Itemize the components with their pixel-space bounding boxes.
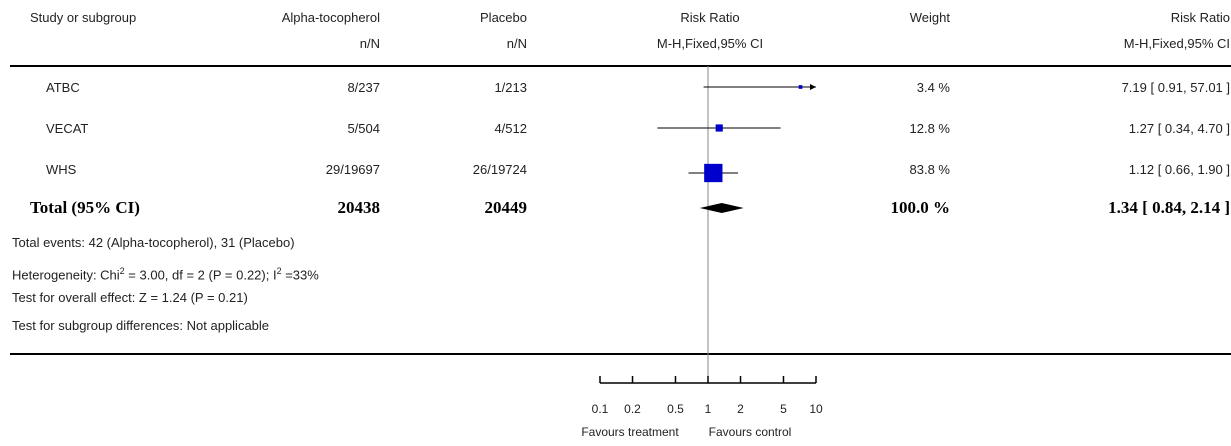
pooled-diamond	[699, 203, 744, 213]
header-ratio: Risk Ratio	[1170, 10, 1230, 25]
footer-divider	[10, 353, 1231, 355]
x-tick-label: 10	[809, 402, 823, 416]
favours-right-label: Favours control	[708, 425, 792, 439]
study-treatment: 29/19697	[325, 162, 380, 177]
note-heterogeneity: Heterogeneity: Chi2 = 3.00, df = 2 (P = …	[12, 266, 319, 283]
total-treatment: 20438	[337, 198, 381, 217]
total-control: 20449	[484, 198, 528, 217]
header-divider	[10, 65, 1231, 67]
note-events: Total events: 42 (Alpha-tocopherol), 31 …	[12, 235, 295, 250]
header-treatment-sub: n/N	[359, 36, 380, 51]
study-weight: 3.4 %	[916, 80, 950, 95]
x-tick-label: 0.5	[667, 402, 684, 416]
total-weight: 100.0 %	[890, 198, 951, 217]
header-study: Study or subgroup	[30, 10, 137, 25]
study-ci: 7.19 [ 0.91, 57.01 ]	[1121, 80, 1230, 95]
study-name: WHS	[46, 162, 77, 177]
header-treatment: Alpha-tocopherol	[281, 10, 380, 25]
x-tick-label: 1	[705, 402, 712, 416]
note-overall: Test for overall effect: Z = 1.24 (P = 0…	[12, 290, 248, 305]
header-control-sub: n/N	[506, 36, 527, 51]
study-weight: 83.8 %	[909, 162, 950, 177]
x-tick-label: 0.1	[592, 402, 609, 416]
total-name: Total (95% CI)	[30, 198, 140, 217]
study-control: 4/512	[494, 121, 527, 136]
study-treatment: 5/504	[347, 121, 380, 136]
study-marker	[798, 85, 803, 89]
study-name: ATBC	[46, 80, 80, 95]
favours-left-label: Favours treatment	[581, 425, 679, 439]
study-name: VECAT	[46, 121, 89, 136]
header-weight: Weight	[909, 10, 950, 25]
header-ratio-sub: M-H,Fixed,95% CI	[1123, 36, 1230, 51]
study-control: 1/213	[494, 80, 527, 95]
x-tick-label: 2	[737, 402, 744, 416]
header-control: Placebo	[480, 10, 527, 25]
header-plot: Risk Ratio	[680, 10, 740, 25]
study-marker	[704, 163, 723, 183]
study-marker	[715, 124, 723, 132]
study-ci: 1.27 [ 0.34, 4.70 ]	[1128, 121, 1230, 136]
x-tick-label: 5	[780, 402, 787, 416]
study-ci: 1.12 [ 0.66, 1.90 ]	[1128, 162, 1230, 177]
study-treatment: 8/237	[347, 80, 380, 95]
x-tick-label: 0.2	[624, 402, 641, 416]
header-plot-sub: M-H,Fixed,95% CI	[656, 36, 764, 51]
total-ci: 1.34 [ 0.84, 2.14 ]	[1108, 198, 1230, 217]
ci-arrow	[810, 84, 816, 90]
note-subgroup: Test for subgroup differences: Not appli…	[12, 318, 270, 333]
study-weight: 12.8 %	[909, 121, 950, 136]
study-control: 26/19724	[472, 162, 527, 177]
